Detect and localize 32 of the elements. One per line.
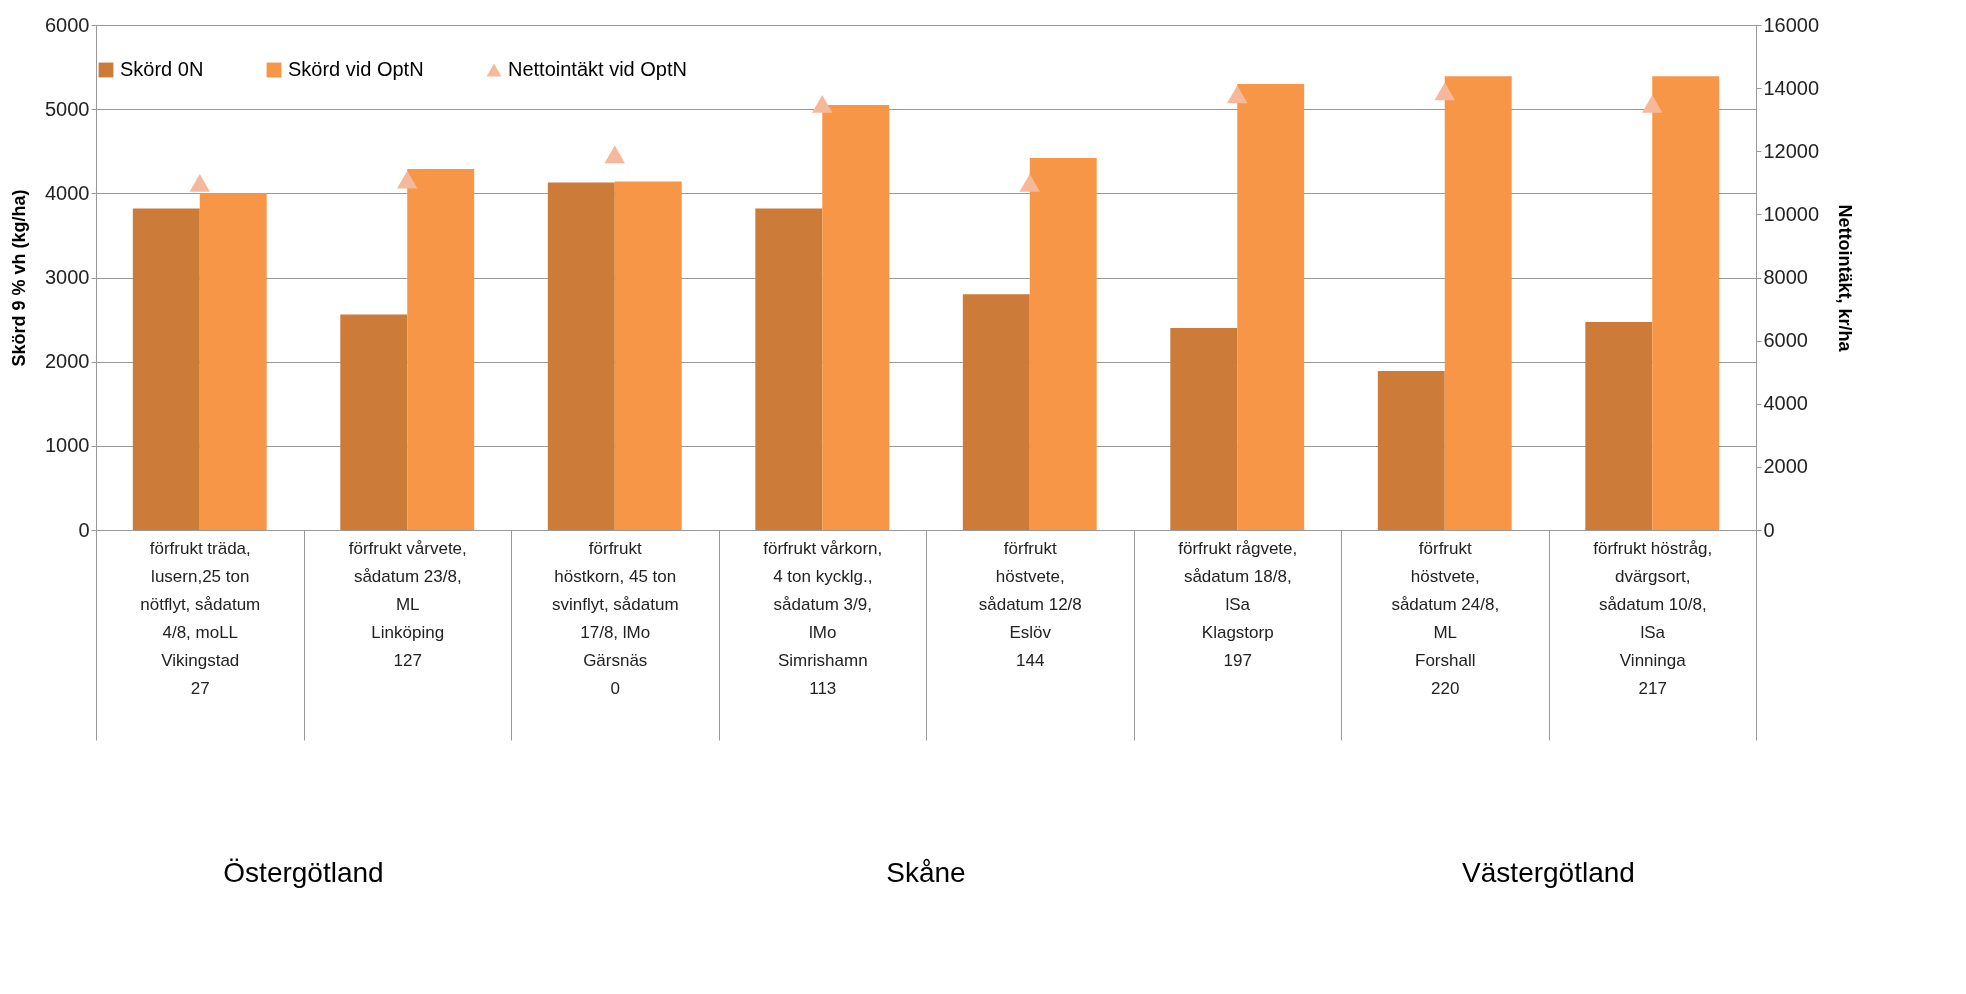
- y-tick-label: 0: [78, 518, 90, 541]
- legend-label: Nettointäkt vid OptN: [508, 58, 687, 80]
- text: Västergötland: [1462, 857, 1635, 888]
- x-tick-label: förfrukt höstkorn, 45 ton svinflyt, sådatum 17/8, lMo Gärsnäs 0: [551, 538, 679, 698]
- y2-tick-label: 8000: [1763, 266, 1808, 288]
- legend-label: Skörd vid OptN: [288, 58, 424, 80]
- y-tick-label: 5000: [45, 97, 90, 120]
- x-tick-label: förfrukt träda, lusern,25 ton nötflyt, sådatum 4/8, moLL Vikingstad 27: [140, 538, 261, 698]
- y2-tick-label: 16000: [1763, 13, 1820, 36]
- x-tick-label: förfrukt vårkorn, 4 ton kycklg., sådatum 3/9, lMo Simrishamn 113: [763, 538, 883, 698]
- text: Östergötland: [223, 857, 384, 888]
- y2-tick-label: 2000: [1763, 455, 1808, 478]
- y-tick-label: 4000: [45, 181, 90, 204]
- y2-tick-label: 10000: [1763, 202, 1820, 225]
- y2-tick-label: 14000: [1763, 76, 1820, 99]
- y-axis-title: Skörd 9 % vh (kg/ha): [9, 189, 30, 367]
- y2-tick-label: 0: [1763, 518, 1775, 541]
- legend-label: Skörd 0N: [120, 58, 204, 80]
- y2-axis-title: Nettointäkt, kr/ha: [1835, 204, 1856, 353]
- y2-tick-label: 12000: [1763, 139, 1820, 162]
- y2-tick-label: 4000: [1763, 392, 1808, 415]
- text: Skåne: [886, 857, 966, 888]
- x-tick-label: förfrukt höstvete, sådatum 24/8, ML Forshall 220: [1391, 538, 1500, 698]
- y2-tick-label: 6000: [1763, 329, 1808, 352]
- x-tick-label: förfrukt höstvete, sådatum 12/8 Eslöv 144: [978, 538, 1082, 670]
- x-tick-label: förfrukt rågvete, sådatum 18/8, lSa Klagstorp 197: [1178, 538, 1298, 670]
- y-tick-label: 6000: [45, 13, 90, 36]
- y-tick-label: 3000: [45, 266, 90, 288]
- x-tick-label: förfrukt höstråg, dvärgsort, sådatum 10/8, lSa Vinninga 217: [1593, 538, 1713, 698]
- x-tick-label: förfrukt vårvete, sådatum 23/8, ML Linköping 127: [348, 538, 467, 670]
- y-tick-label: 1000: [45, 434, 90, 457]
- y-tick-label: 2000: [45, 350, 90, 373]
